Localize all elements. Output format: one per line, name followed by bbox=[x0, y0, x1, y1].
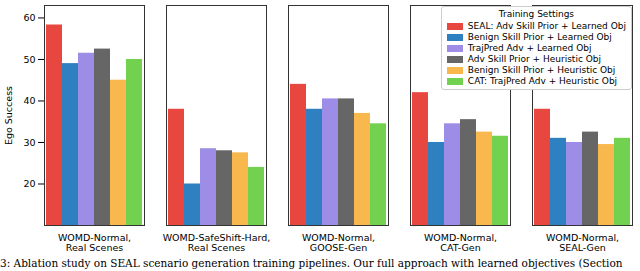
svg-text:50: 50 bbox=[23, 54, 35, 65]
html-text:CAT: TrajPred Adv + Heuristic: CAT: TrajPred Adv + Heuristic Obj bbox=[467, 76, 618, 86]
html-text:SEAL: Adv Skill Prior + Learne: SEAL: Adv Skill Prior + Learned Obj bbox=[467, 21, 626, 31]
svg-text:WOMD-SafeShift-Hard,Real Scene: WOMD-SafeShift-Hard,Real Scenes bbox=[163, 232, 271, 253]
svg-text:WOMD-Normal,CAT-Gen: WOMD-Normal,CAT-Gen bbox=[424, 232, 497, 253]
svg-text:WOMD-Normal,GOOSE-Gen: WOMD-Normal,GOOSE-Gen bbox=[302, 232, 375, 253]
svg-text:WOMD-Normal,Real Scenes: WOMD-Normal,Real Scenes bbox=[58, 232, 131, 253]
html-text:TrajPred Adv + Learned Obj: TrajPred Adv + Learned Obj bbox=[467, 43, 592, 53]
svg-text:60: 60 bbox=[23, 12, 35, 23]
svg-text:40: 40 bbox=[23, 95, 35, 106]
html-text:3: Ablation study on SEAL scen: 3: Ablation study on SEAL scenario gener… bbox=[0, 257, 623, 269]
html-text:Adv Skill Prior + Heuristic Ob: Adv Skill Prior + Heuristic Obj bbox=[467, 54, 601, 64]
html-text:Benign Skill Prior + Heuristic: Benign Skill Prior + Heuristic Obj bbox=[467, 65, 616, 75]
svg-text:20: 20 bbox=[23, 178, 35, 189]
html-text:Training Settings: Training Settings bbox=[498, 9, 575, 19]
svg-text:WOMD-Normal,SEAL-Gen: WOMD-Normal,SEAL-Gen bbox=[546, 232, 619, 253]
html-text:Benign Skill Prior + Learned O: Benign Skill Prior + Learned Obj bbox=[467, 32, 612, 42]
svg-text:30: 30 bbox=[23, 137, 35, 148]
svg-text:Ego Success: Ego Success bbox=[3, 86, 14, 145]
